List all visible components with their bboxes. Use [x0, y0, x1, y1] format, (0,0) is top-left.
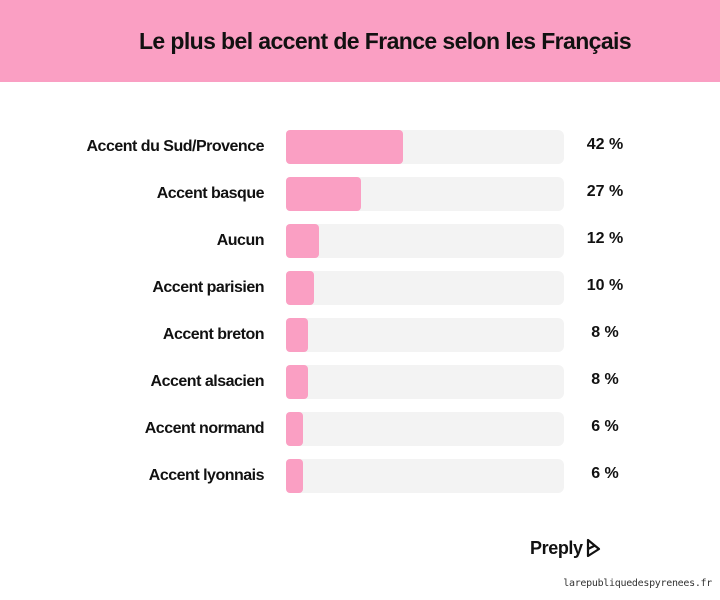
chart-title: Le plus bel accent de France selon les F… [138, 28, 632, 54]
value-label: 42 % [586, 136, 624, 153]
category-label: Accent basque [156, 185, 265, 202]
bar [286, 365, 309, 399]
bar [286, 271, 314, 305]
source-credit: larepubliquedespyrenees.fr [563, 578, 712, 589]
bar [286, 177, 362, 211]
bar-track [286, 459, 564, 493]
preply-logo-icon [586, 538, 600, 558]
preply-logo: Preply [530, 536, 602, 560]
category-label: Accent parisien [152, 279, 264, 296]
value-label: 8 % [591, 324, 619, 341]
bar-track [286, 318, 564, 352]
bar [286, 318, 309, 352]
category-label: Accent du Sud/Provence [86, 138, 265, 155]
value-label: 8 % [591, 371, 619, 388]
category-label: Accent breton [162, 326, 265, 343]
value-label: 12 % [586, 230, 624, 247]
bar-track [286, 271, 564, 305]
bar-track [286, 365, 564, 399]
category-label: Accent lyonnais [148, 467, 265, 484]
value-label: 6 % [591, 465, 619, 482]
bar-track [286, 224, 564, 258]
value-label: 10 % [586, 277, 624, 294]
bar [286, 459, 303, 493]
bar [286, 412, 303, 446]
category-label: Accent normand [144, 420, 265, 437]
value-label: 6 % [591, 418, 619, 435]
bar [286, 130, 403, 164]
bar-track [286, 412, 564, 446]
category-label: Accent alsacien [150, 373, 265, 390]
brand-name: Preply [530, 537, 583, 558]
header-banner: Le plus bel accent de France selon les F… [0, 0, 720, 82]
value-label: 27 % [586, 183, 624, 200]
bar [286, 224, 320, 258]
category-label: Aucun [216, 232, 265, 249]
